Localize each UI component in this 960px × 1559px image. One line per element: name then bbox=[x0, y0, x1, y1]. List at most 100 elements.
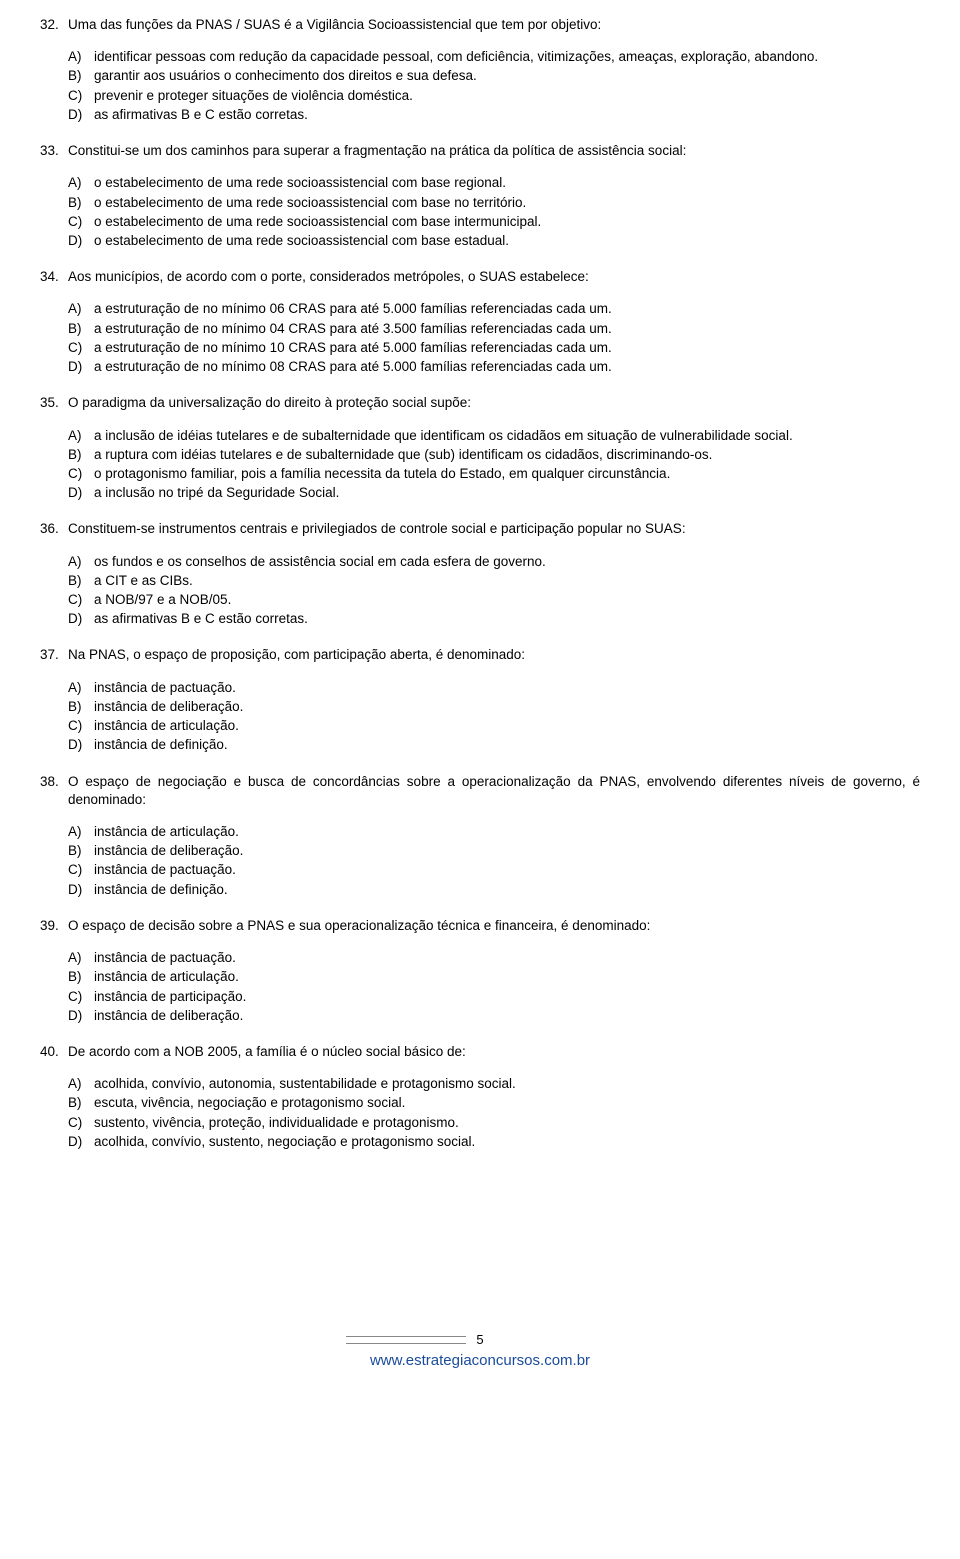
option-text: instância de deliberação. bbox=[94, 1007, 920, 1025]
option-row: C)o protagonismo familiar, pois a famíli… bbox=[68, 465, 920, 483]
option-letter: D) bbox=[68, 1007, 94, 1025]
question-block: 33.Constitui-se um dos caminhos para sup… bbox=[40, 142, 920, 250]
option-text: instância de participação. bbox=[94, 988, 920, 1006]
option-row: B)a estruturação de no mínimo 04 CRAS pa… bbox=[68, 320, 920, 338]
question-text: Na PNAS, o espaço de proposição, com par… bbox=[68, 646, 920, 664]
option-text: o estabelecimento de uma rede socioassis… bbox=[94, 194, 920, 212]
option-letter: B) bbox=[68, 194, 94, 212]
page-number: 5 bbox=[472, 1331, 487, 1349]
option-letter: C) bbox=[68, 1114, 94, 1132]
option-text: o estabelecimento de uma rede socioassis… bbox=[94, 232, 920, 250]
option-row: D)instância de definição. bbox=[68, 881, 920, 899]
option-letter: B) bbox=[68, 1094, 94, 1112]
question-number: 36. bbox=[40, 520, 68, 538]
question-number: 32. bbox=[40, 16, 68, 34]
option-row: A)a inclusão de idéias tutelares e de su… bbox=[68, 427, 920, 445]
option-text: instância de deliberação. bbox=[94, 698, 920, 716]
option-text: o estabelecimento de uma rede socioassis… bbox=[94, 174, 920, 192]
option-letter: D) bbox=[68, 881, 94, 899]
question-block: 36.Constituem-se instrumentos centrais e… bbox=[40, 520, 920, 628]
option-row: A)o estabelecimento de uma rede socioass… bbox=[68, 174, 920, 192]
footer-rule-left bbox=[40, 1336, 472, 1344]
options-list: A)instância de articulação.B)instância d… bbox=[40, 823, 920, 899]
question-block: 32.Uma das funções da PNAS / SUAS é a Vi… bbox=[40, 16, 920, 124]
options-list: A)o estabelecimento de uma rede socioass… bbox=[40, 174, 920, 250]
option-text: acolhida, convívio, sustento, negociação… bbox=[94, 1133, 920, 1151]
page-footer: 5 www.estrategiaconcursos.com.br bbox=[40, 1331, 920, 1371]
option-text: as afirmativas B e C estão corretas. bbox=[94, 610, 920, 628]
question-text: O paradigma da universalização do direit… bbox=[68, 394, 920, 412]
option-text: as afirmativas B e C estão corretas. bbox=[94, 106, 920, 124]
option-text: prevenir e proteger situações de violênc… bbox=[94, 87, 920, 105]
option-row: D)as afirmativas B e C estão corretas. bbox=[68, 106, 920, 124]
question-text: Aos municípios, de acordo com o porte, c… bbox=[68, 268, 920, 286]
option-text: o estabelecimento de uma rede socioassis… bbox=[94, 213, 920, 231]
option-letter: C) bbox=[68, 591, 94, 609]
option-row: B)escuta, vivência, negociação e protago… bbox=[68, 1094, 920, 1112]
option-letter: A) bbox=[68, 679, 94, 697]
option-text: a estruturação de no mínimo 08 CRAS para… bbox=[94, 358, 920, 376]
question-block: 38.O espaço de negociação e busca de con… bbox=[40, 773, 920, 899]
option-text: a estruturação de no mínimo 04 CRAS para… bbox=[94, 320, 920, 338]
footer-line: 5 bbox=[40, 1331, 920, 1349]
option-row: B)a ruptura com idéias tutelares e de su… bbox=[68, 446, 920, 464]
options-list: A)a estruturação de no mínimo 06 CRAS pa… bbox=[40, 300, 920, 376]
option-row: B)instância de deliberação. bbox=[68, 698, 920, 716]
option-text: instância de articulação. bbox=[94, 823, 920, 841]
option-text: instância de articulação. bbox=[94, 968, 920, 986]
option-text: a ruptura com idéias tutelares e de suba… bbox=[94, 446, 920, 464]
question-block: 34.Aos municípios, de acordo com o porte… bbox=[40, 268, 920, 376]
option-letter: D) bbox=[68, 736, 94, 754]
option-letter: C) bbox=[68, 465, 94, 483]
option-row: D)o estabelecimento de uma rede socioass… bbox=[68, 232, 920, 250]
option-row: D)a estruturação de no mínimo 08 CRAS pa… bbox=[68, 358, 920, 376]
option-row: D)instância de deliberação. bbox=[68, 1007, 920, 1025]
option-text: os fundos e os conselhos de assistência … bbox=[94, 553, 920, 571]
option-row: A)os fundos e os conselhos de assistênci… bbox=[68, 553, 920, 571]
option-row: A)acolhida, convívio, autonomia, sustent… bbox=[68, 1075, 920, 1093]
option-letter: A) bbox=[68, 1075, 94, 1093]
option-letter: B) bbox=[68, 320, 94, 338]
option-text: identificar pessoas com redução da capac… bbox=[94, 48, 920, 66]
option-row: A)instância de articulação. bbox=[68, 823, 920, 841]
question-block: 39.O espaço de decisão sobre a PNAS e su… bbox=[40, 917, 920, 1025]
option-row: D)a inclusão no tripé da Seguridade Soci… bbox=[68, 484, 920, 502]
option-text: instância de deliberação. bbox=[94, 842, 920, 860]
option-letter: A) bbox=[68, 48, 94, 66]
option-row: A)instância de pactuação. bbox=[68, 679, 920, 697]
option-row: C)a NOB/97 e a NOB/05. bbox=[68, 591, 920, 609]
option-letter: A) bbox=[68, 427, 94, 445]
option-letter: B) bbox=[68, 842, 94, 860]
option-text: instância de pactuação. bbox=[94, 949, 920, 967]
option-letter: A) bbox=[68, 949, 94, 967]
question-number: 37. bbox=[40, 646, 68, 664]
question-block: 40.De acordo com a NOB 2005, a família é… bbox=[40, 1043, 920, 1151]
option-letter: B) bbox=[68, 698, 94, 716]
option-letter: A) bbox=[68, 300, 94, 318]
option-letter: B) bbox=[68, 572, 94, 590]
options-list: A)os fundos e os conselhos de assistênci… bbox=[40, 553, 920, 629]
option-text: o protagonismo familiar, pois a família … bbox=[94, 465, 920, 483]
option-text: instância de pactuação. bbox=[94, 679, 920, 697]
option-text: instância de pactuação. bbox=[94, 861, 920, 879]
option-letter: A) bbox=[68, 553, 94, 571]
question-row: 33.Constitui-se um dos caminhos para sup… bbox=[40, 142, 920, 160]
question-row: 35.O paradigma da universalização do dir… bbox=[40, 394, 920, 412]
option-row: C)o estabelecimento de uma rede socioass… bbox=[68, 213, 920, 231]
option-letter: D) bbox=[68, 610, 94, 628]
option-letter: D) bbox=[68, 106, 94, 124]
question-text: De acordo com a NOB 2005, a família é o … bbox=[68, 1043, 920, 1061]
option-letter: B) bbox=[68, 446, 94, 464]
option-text: a inclusão no tripé da Seguridade Social… bbox=[94, 484, 920, 502]
option-row: D)as afirmativas B e C estão corretas. bbox=[68, 610, 920, 628]
option-row: C)instância de participação. bbox=[68, 988, 920, 1006]
question-row: 36.Constituem-se instrumentos centrais e… bbox=[40, 520, 920, 538]
option-row: B)garantir aos usuários o conhecimento d… bbox=[68, 67, 920, 85]
option-row: C)sustento, vivência, proteção, individu… bbox=[68, 1114, 920, 1132]
option-letter: D) bbox=[68, 1133, 94, 1151]
option-text: instância de definição. bbox=[94, 881, 920, 899]
options-list: A)instância de pactuação.B)instância de … bbox=[40, 679, 920, 755]
option-letter: A) bbox=[68, 823, 94, 841]
options-list: A)acolhida, convívio, autonomia, sustent… bbox=[40, 1075, 920, 1151]
option-letter: C) bbox=[68, 87, 94, 105]
